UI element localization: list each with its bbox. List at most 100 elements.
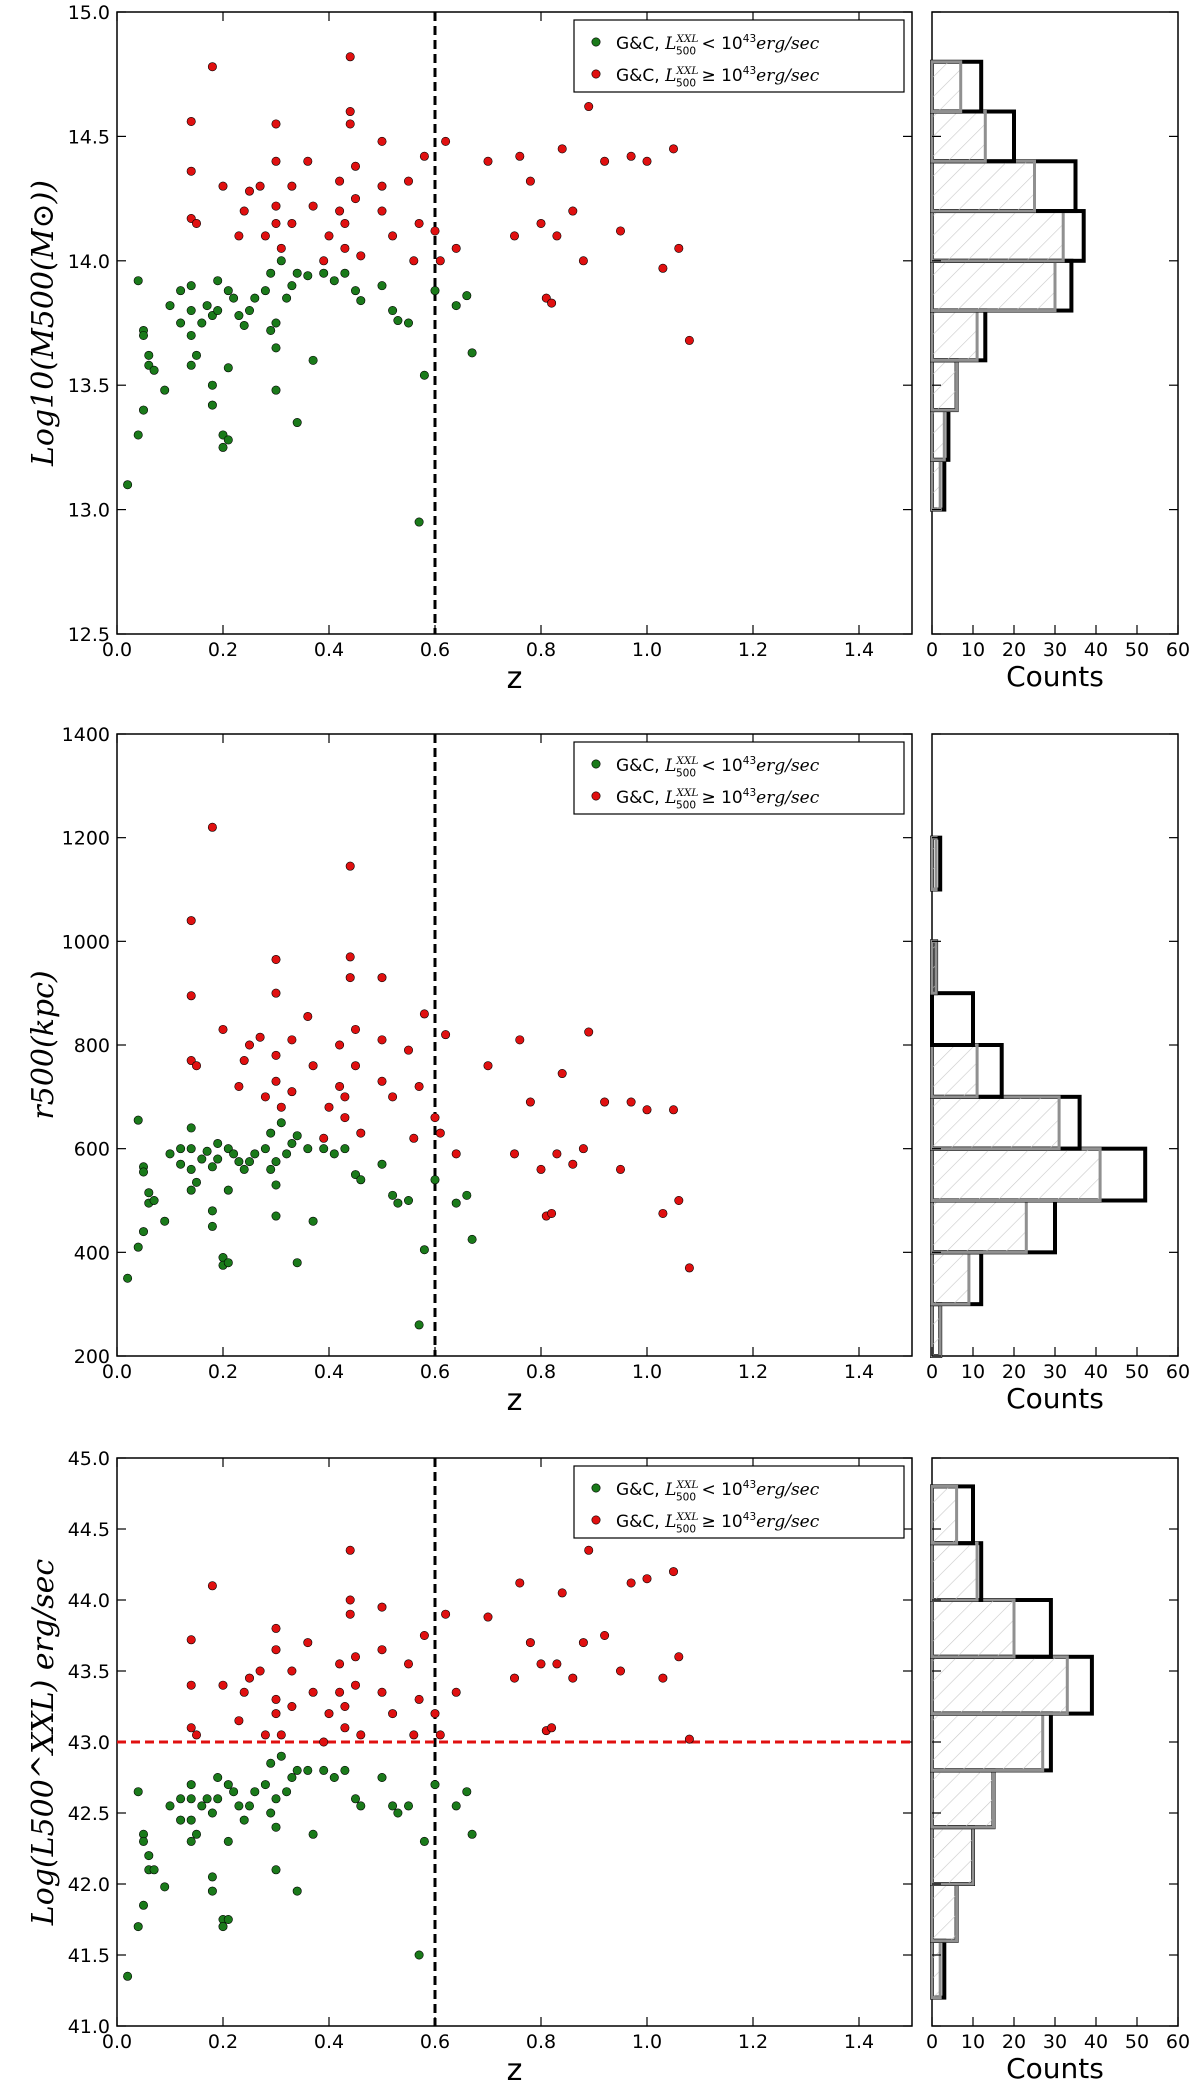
data-point-low <box>377 281 387 291</box>
data-point-low <box>176 1794 186 1804</box>
data-point-low <box>260 286 270 296</box>
data-point-low <box>340 268 350 278</box>
data-point-high <box>419 1631 429 1641</box>
data-point-low <box>430 286 440 296</box>
data-point-low <box>414 1950 424 1960</box>
data-point-high <box>403 176 413 186</box>
x-tick-label: 1.2 <box>738 1361 768 1383</box>
data-point-high <box>515 1035 525 1045</box>
data-point-low <box>292 1886 302 1896</box>
data-point-high <box>430 226 440 236</box>
y-tick-label: 1400 <box>62 724 110 746</box>
data-point-low <box>213 1773 223 1783</box>
data-point-low <box>207 1808 217 1818</box>
radius-vs-redshift-panel: 0.0 0.2 0.4 0.6 0.8 1.0 1.2 1.42004006008001000… <box>26 724 1190 1418</box>
data-point-low <box>356 1175 366 1185</box>
y-tick-label: 800 <box>74 1035 110 1057</box>
data-point-high <box>377 1687 387 1697</box>
data-point-low <box>176 1144 186 1154</box>
histogram-bar-low <box>930 408 946 462</box>
data-point-high <box>388 231 398 241</box>
hist-x-tick-label: 10 <box>961 2031 985 2053</box>
hist-x-tick-label: 40 <box>1084 639 1108 661</box>
data-point-low <box>207 1162 217 1172</box>
hist-x-tick-label: 0 <box>926 2031 938 2053</box>
y-tick-label: 42.0 <box>68 1874 110 1896</box>
data-point-high <box>377 973 387 983</box>
data-point-low <box>133 1242 143 1252</box>
data-point-high <box>340 1092 350 1102</box>
data-point-low <box>403 1196 413 1206</box>
data-point-low <box>218 442 228 452</box>
data-point-low <box>229 1787 239 1797</box>
data-point-high <box>287 1702 297 1712</box>
data-point-high <box>255 1032 265 1042</box>
legend-label-high: G&C, LXXL 500 ≥ 1043erg/sec <box>616 65 820 90</box>
data-point-high <box>239 1687 249 1697</box>
data-point-low <box>303 1144 313 1154</box>
data-point-high <box>308 201 318 211</box>
data-point-high <box>324 1102 334 1112</box>
data-point-low <box>430 1780 440 1790</box>
legend-marker-low <box>591 37 601 47</box>
x-tick-label: 0.0 <box>102 639 132 661</box>
data-point-low <box>123 1273 133 1283</box>
legend-label-high: G&C, LXXL 500 ≥ 1043erg/sec <box>616 787 820 812</box>
data-point-low <box>197 318 207 328</box>
data-point-low <box>292 418 302 428</box>
data-point-high <box>377 1602 387 1612</box>
data-point-low <box>223 1915 233 1925</box>
data-point-high <box>658 263 668 273</box>
y-tick-label: 1000 <box>62 931 110 953</box>
data-point-high <box>287 1035 297 1045</box>
data-point-high <box>615 1164 625 1174</box>
data-point-low <box>133 1922 143 1932</box>
data-point-low <box>266 1128 276 1138</box>
x-tick-label: 1.0 <box>632 639 662 661</box>
data-point-high <box>509 1673 519 1683</box>
x-tick-label: 0.6 <box>420 1361 450 1383</box>
x-tick-label: 0.2 <box>208 1361 238 1383</box>
data-point-high <box>271 1694 281 1704</box>
data-point-high <box>414 218 424 228</box>
data-point-high <box>303 1638 313 1648</box>
hist-x-tick-label: 10 <box>961 1361 985 1383</box>
data-point-high <box>319 256 329 266</box>
data-point-high <box>276 1730 286 1740</box>
data-point-high <box>271 201 281 211</box>
y-tick-label: 14.5 <box>68 126 110 148</box>
data-point-low <box>186 1164 196 1174</box>
data-point-low <box>229 293 239 303</box>
data-point-high <box>345 1595 355 1605</box>
data-point-high <box>658 1673 668 1683</box>
data-point-low <box>223 286 233 296</box>
data-point-high <box>186 166 196 176</box>
data-point-high <box>207 822 217 832</box>
data-point-low <box>213 306 223 316</box>
data-point-low <box>144 350 154 360</box>
data-point-high <box>356 251 366 261</box>
histogram-bar-low <box>930 1095 1061 1151</box>
data-point-high <box>668 1567 678 1577</box>
data-point-high <box>626 1097 636 1107</box>
data-point-high <box>271 156 281 166</box>
x-tick-label: 1.4 <box>844 1361 874 1383</box>
data-point-high <box>409 1730 419 1740</box>
data-point-low <box>292 1131 302 1141</box>
x-tick-label: 0.2 <box>208 2031 238 2053</box>
y-tick-label: 43.5 <box>68 1661 110 1683</box>
data-point-low <box>149 1865 159 1875</box>
data-point-low <box>260 1780 270 1790</box>
data-point-low <box>213 1154 223 1164</box>
data-point-low <box>245 1157 255 1167</box>
data-point-high <box>234 1081 244 1091</box>
data-point-low <box>403 1801 413 1811</box>
data-point-low <box>329 1773 339 1783</box>
x-axis-label: z <box>507 661 523 696</box>
data-point-low <box>229 1149 239 1159</box>
data-point-low <box>393 1808 403 1818</box>
data-point-low <box>340 1144 350 1154</box>
data-point-high <box>441 136 451 146</box>
data-point-low <box>303 1765 313 1775</box>
